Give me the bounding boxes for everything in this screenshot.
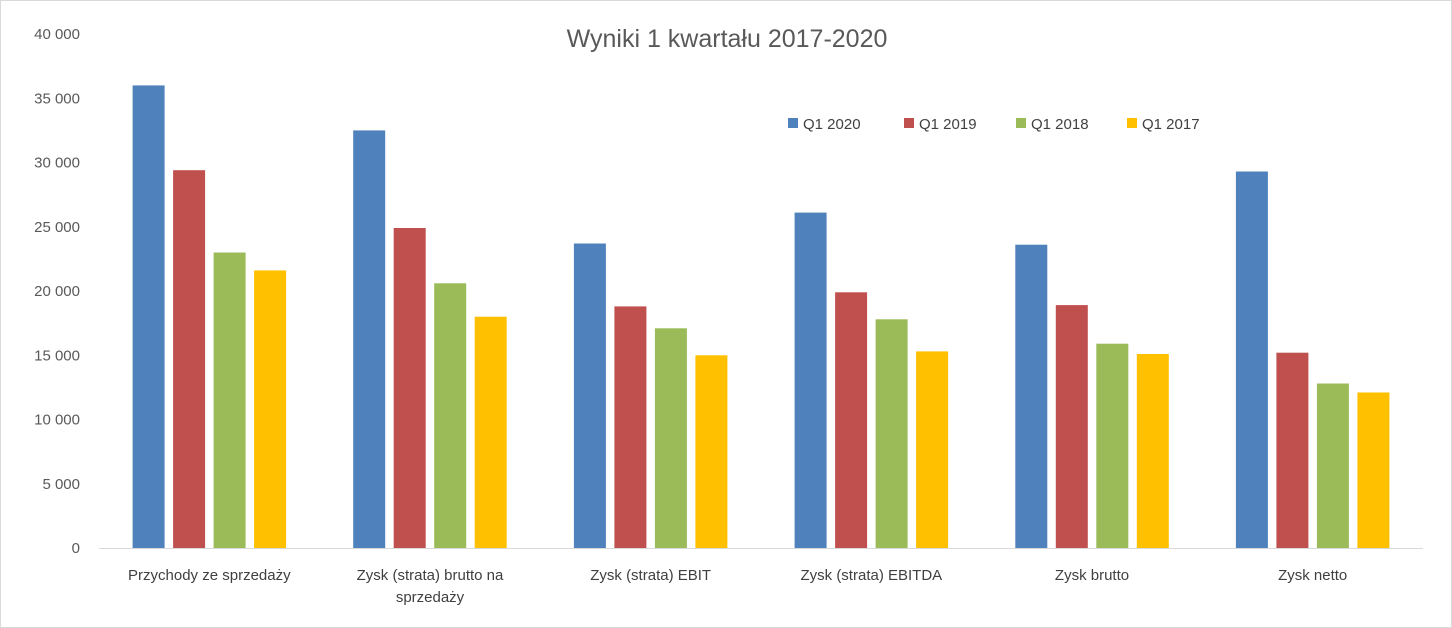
x-category-label: Zysk (strata) brutto na sprzedaży: [357, 567, 504, 606]
y-tick-label: 25 000: [34, 219, 80, 236]
chart-title: Wyniki 1 kwartału 2017-2020: [567, 25, 888, 53]
bar-q1-2018-cat-0: [213, 252, 246, 548]
legend-item-q1-2020: Q1 2020: [788, 116, 861, 133]
bar-q1-2017-cat-0: [254, 270, 287, 548]
x-category-label: Zysk brutto: [1055, 567, 1129, 584]
y-tick-label: 35 000: [34, 90, 80, 107]
bar-q1-2018-cat-5: [1316, 383, 1349, 548]
bar-q1-2017-cat-1: [474, 316, 507, 548]
bar-q1-2020-cat-0: [132, 85, 165, 549]
y-tick-label: 30 000: [34, 155, 80, 172]
x-category-label-line: Zysk (strata) EBITDA: [800, 567, 942, 584]
x-category-label: Przychody ze sprzedaży: [128, 567, 291, 584]
legend-label: Q1 2019: [919, 116, 977, 133]
legend-swatch: [904, 118, 914, 128]
x-category-label-line: Zysk (strata) EBIT: [590, 567, 711, 584]
bar-q1-2018-cat-3: [875, 319, 908, 548]
bar-q1-2020-cat-4: [1015, 244, 1048, 548]
bar-q1-2019-cat-2: [614, 306, 647, 548]
y-tick-label: 15 000: [34, 347, 80, 364]
y-tick-label: 10 000: [34, 412, 80, 429]
x-category-label: Zysk (strata) EBITDA: [800, 567, 942, 584]
legend: Q1 2020 Q1 2019 Q1 2018 Q1 2017: [788, 116, 1200, 133]
y-tick-label: 0: [72, 540, 80, 557]
x-axis-labels: Przychody ze sprzedaży Zysk (strata) brut…: [128, 567, 1347, 606]
legend-item-q1-2018: Q1 2018: [1016, 116, 1089, 133]
legend-item-q1-2019: Q1 2019: [904, 116, 977, 133]
legend-label: Q1 2017: [1142, 116, 1200, 133]
bar-q1-2018-cat-4: [1096, 343, 1129, 548]
bar-q1-2020-cat-1: [353, 130, 386, 548]
bar-q1-2020-cat-2: [573, 243, 606, 548]
x-category-label-line: Przychody ze sprzedaży: [128, 567, 291, 584]
bar-q1-2019-cat-0: [173, 170, 206, 548]
x-category-label-line: Zysk brutto: [1055, 567, 1129, 584]
legend-label: Q1 2018: [1031, 116, 1089, 133]
legend-item-q1-2017: Q1 2017: [1127, 116, 1200, 133]
y-tick-label: 40 000: [34, 26, 80, 43]
legend-label: Q1 2020: [803, 116, 861, 133]
x-category-label: Zysk netto: [1278, 567, 1347, 584]
bars: [132, 85, 1390, 549]
bar-q1-2018-cat-2: [654, 328, 687, 548]
bar-q1-2019-cat-3: [835, 292, 868, 548]
y-tick-label: 20 000: [34, 283, 80, 300]
legend-swatch: [1127, 118, 1137, 128]
bar-q1-2017-cat-2: [695, 355, 728, 549]
x-category-label-line: sprzedaży: [396, 589, 465, 606]
bar-q1-2018-cat-1: [434, 283, 467, 548]
x-category-label-line: Zysk (strata) brutto na: [357, 567, 504, 584]
bar-q1-2020-cat-5: [1235, 171, 1268, 548]
bar-q1-2017-cat-5: [1357, 392, 1390, 548]
bar-q1-2020-cat-3: [794, 212, 827, 548]
y-axis: 0 5 000 10 000 15 000 20 000 25 000 30 000 35 0…: [34, 26, 80, 557]
legend-swatch: [1016, 118, 1026, 128]
legend-swatch: [788, 118, 798, 128]
x-category-label: Zysk (strata) EBIT: [590, 567, 711, 584]
x-category-label-line: Zysk netto: [1278, 567, 1347, 584]
bar-q1-2017-cat-4: [1136, 354, 1169, 548]
bar-q1-2019-cat-5: [1276, 352, 1309, 548]
bar-q1-2019-cat-1: [393, 228, 426, 548]
bar-q1-2017-cat-3: [916, 351, 949, 548]
y-tick-label: 5 000: [42, 476, 80, 493]
bar-q1-2019-cat-4: [1055, 305, 1088, 548]
